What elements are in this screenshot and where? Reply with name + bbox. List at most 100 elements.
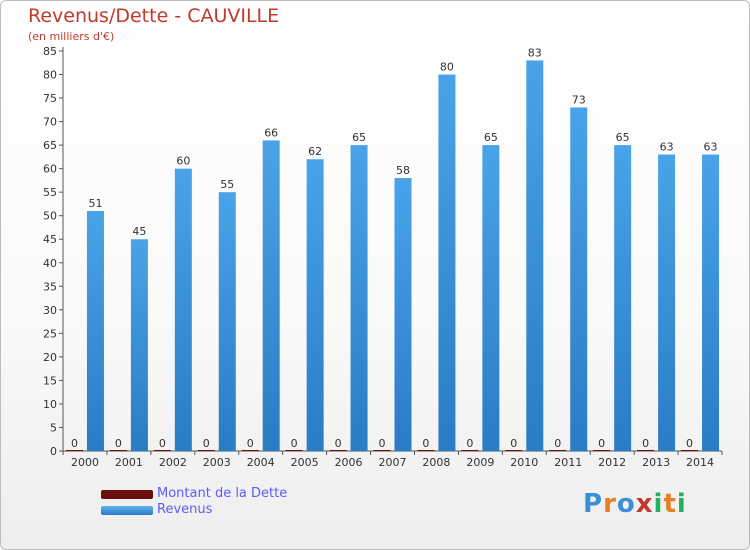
data-label-revenus: 45 [132,225,146,238]
y-tick-label: 65 [43,139,57,152]
bar-revenus [262,140,280,452]
x-tick-label: 2008 [422,456,450,469]
bar-dette [373,450,391,451]
chart-title: Revenus/Dette - CAUVILLE [28,5,280,27]
data-label-dette: 0 [115,437,122,450]
legend-label-revenus: Revenus [157,502,213,517]
y-tick-label: 45 [43,233,57,246]
bar-dette [593,450,611,451]
x-tick-label: 2002 [159,456,187,469]
y-tick-label: 70 [43,116,57,129]
data-label-dette: 0 [159,437,166,450]
bar-revenus [306,159,324,451]
bar-dette [681,450,699,451]
data-label-revenus: 65 [616,131,630,144]
y-tick-label: 10 [43,398,57,411]
x-tick-label: 2011 [554,456,582,469]
data-label-revenus: 83 [528,46,542,59]
data-label-revenus: 65 [352,131,366,144]
x-tick-label: 2004 [247,456,275,469]
y-tick-label: 5 [50,421,57,434]
bar-revenus [526,60,544,451]
data-label-revenus: 66 [264,126,278,139]
y-tick-label: 15 [43,374,57,387]
data-label-dette: 0 [510,437,517,450]
bar-revenus [482,145,500,451]
bar-dette [637,450,655,451]
y-tick-label: 30 [43,304,57,317]
y-tick-label: 0 [50,445,57,458]
data-label-dette: 0 [247,437,254,450]
bar-revenus [174,168,192,451]
y-tick-label: 75 [43,92,57,105]
value-labels: 0 51 0 45 0 60 0 55 0 66 0 62 0 65 0 58 0 80 0 65 0 83 0 73 0 65 0… [71,46,718,450]
bar-dette [197,450,215,451]
bar-dette [153,450,171,451]
y-tick-label: 50 [43,210,57,223]
data-label-revenus: 62 [308,145,322,158]
bar-dette [285,450,303,451]
bar-dette [65,450,83,451]
y-tick-label: 40 [43,257,57,270]
x-tick-label: 2003 [203,456,231,469]
bar-dette [417,450,435,451]
bar-revenus [394,178,412,451]
data-label-dette: 0 [598,437,605,450]
proxiti-logo: Proxiti [583,489,687,519]
data-label-dette: 0 [379,437,386,450]
x-tick-label: 2001 [115,456,143,469]
x-tick-label: 2009 [466,456,494,469]
data-label-revenus: 60 [176,155,190,168]
x-tick-label: 2006 [335,456,363,469]
bar-dette [549,450,567,451]
y-tick-label: 35 [43,280,57,293]
data-label-revenus: 65 [484,131,498,144]
legend-swatch-dette [101,490,153,499]
data-label-dette: 0 [71,437,78,450]
bar-revenus [218,192,236,452]
data-label-dette: 0 [422,437,429,450]
data-label-dette: 0 [335,437,342,450]
data-label-revenus: 55 [220,178,234,191]
x-tick-label: 2000 [71,456,99,469]
bar-dette [109,450,127,451]
bar-revenus [86,211,104,451]
data-label-dette: 0 [554,437,561,450]
x-tick-label: 2010 [510,456,538,469]
data-label-dette: 0 [203,437,210,450]
bar-revenus [130,239,148,451]
bars [65,60,720,452]
data-label-dette: 0 [291,437,298,450]
data-label-revenus: 58 [396,164,410,177]
data-label-dette: 0 [466,437,473,450]
data-label-revenus: 63 [704,141,718,154]
data-label-revenus: 51 [88,197,102,210]
chart-subtitle: (en milliers d'€) [28,30,115,43]
legend-label-dette: Montant de la Dette [157,486,288,501]
y-tick-label: 20 [43,351,57,364]
data-label-revenus: 73 [572,93,586,106]
y-tick-label: 60 [43,163,57,176]
data-label-dette: 0 [642,437,649,450]
data-label-dette: 0 [686,437,693,450]
x-tick-label: 2007 [379,456,407,469]
legend-swatch-revenus [101,506,153,515]
y-tick-label: 55 [43,186,57,199]
bar-revenus [702,154,720,451]
bar-dette [461,450,479,451]
bar-revenus [658,154,676,451]
bar-revenus [570,107,588,452]
bar-revenus [614,145,632,451]
y-tick-label: 25 [43,327,57,340]
y-tick-label: 80 [43,69,57,82]
bar-dette [329,450,347,451]
x-tick-label: 2014 [686,456,714,469]
x-tick-label: 2005 [291,456,319,469]
bar-revenus [438,74,456,451]
bar-dette [241,450,259,451]
x-tick-label: 2013 [642,456,670,469]
data-label-revenus: 63 [660,141,674,154]
y-tick-label: 85 [43,45,57,58]
